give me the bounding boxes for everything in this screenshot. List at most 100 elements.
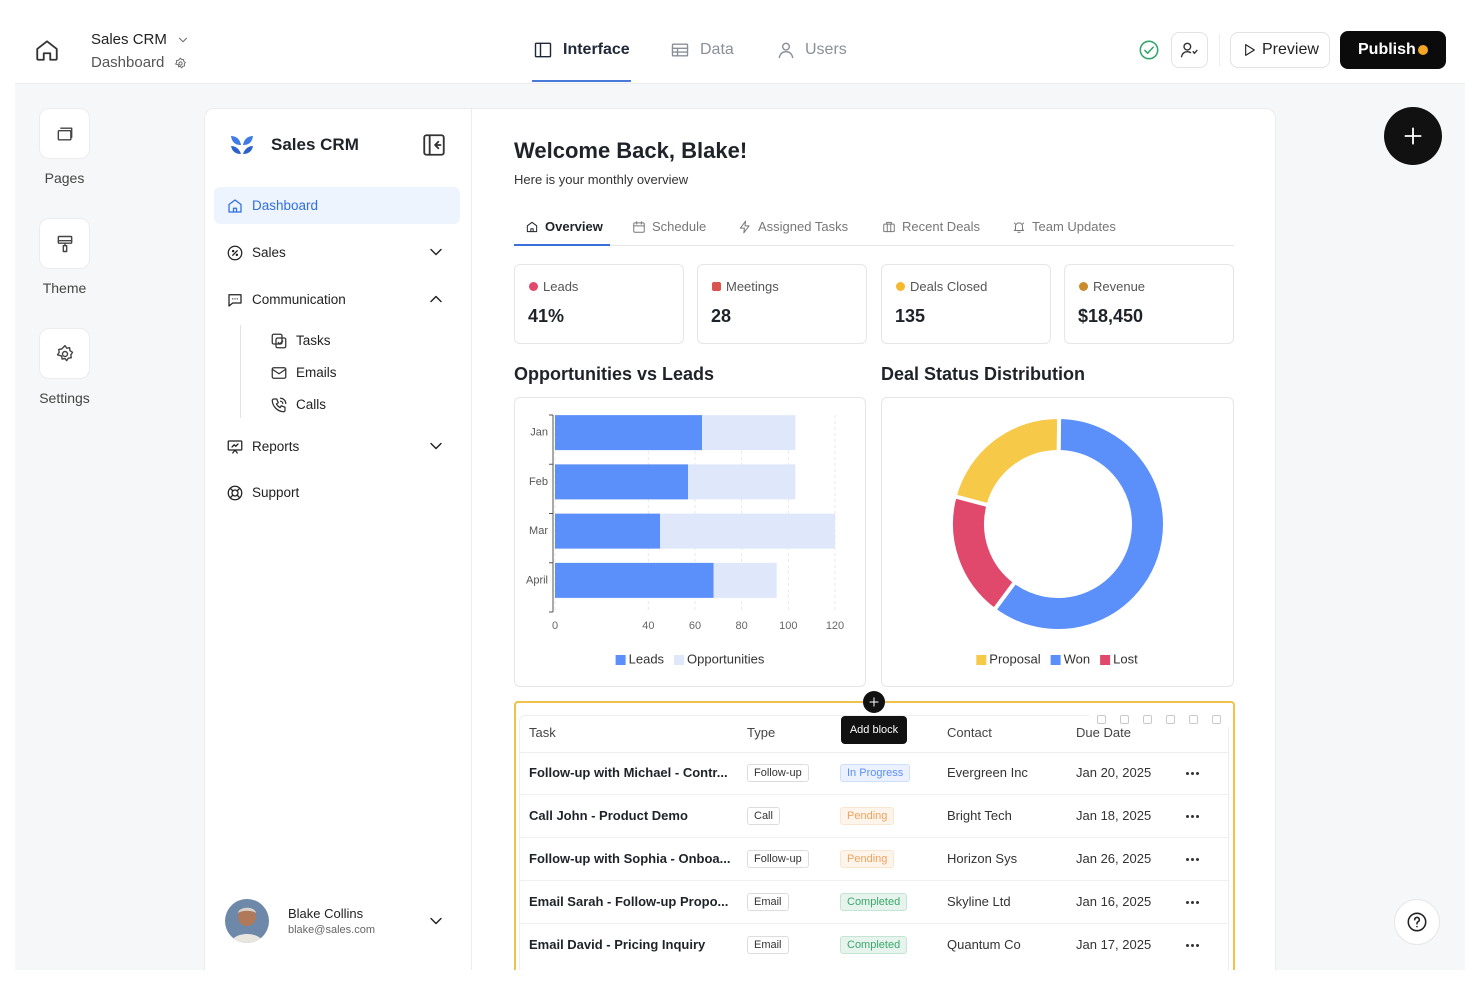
row-menu-dot[interactable]	[1191, 857, 1194, 861]
publish-button[interactable]	[1340, 31, 1446, 69]
user-button[interactable]	[1171, 32, 1208, 68]
avatar	[225, 899, 269, 943]
topbar-tab[interactable]: Users	[805, 41, 847, 58]
nav-icon	[226, 244, 244, 262]
task-name[interactable]: Email Sarah - Follow-up Propo...	[529, 894, 729, 909]
view-tab[interactable]: Overview	[545, 219, 603, 234]
add-button-icon	[1400, 123, 1426, 149]
subnav-icon	[270, 364, 288, 382]
task-name[interactable]: Call John - Product Demo	[529, 808, 688, 823]
app-name[interactable]: Sales CRM	[91, 31, 167, 48]
user-name: Blake Collins	[288, 906, 364, 921]
column-header: Task	[529, 725, 556, 740]
header-line	[520, 752, 1228, 753]
column-header: Type	[747, 725, 776, 740]
row-menu-dot[interactable]	[1191, 943, 1194, 947]
nav-item[interactable]: Communication	[252, 292, 346, 307]
subnav-icon	[270, 332, 288, 350]
stat-label: Leads	[543, 279, 579, 294]
topbar-tab[interactable]: Interface	[563, 41, 630, 58]
status-badge: Completed	[840, 936, 908, 954]
contact: Skyline Ltd	[947, 894, 1011, 909]
row-menu-dot[interactable]	[1191, 814, 1194, 818]
row-menu-dot	[1186, 857, 1189, 861]
view-tab-icon[interactable]	[738, 220, 752, 234]
toolbar-button[interactable]	[1212, 715, 1221, 724]
due-date: Jan 20, 2025	[1076, 765, 1152, 780]
user-menu[interactable]	[426, 911, 446, 931]
view-tab-icon[interactable]	[525, 220, 539, 234]
stat-label: Revenue	[1093, 279, 1146, 294]
rail-button[interactable]	[39, 108, 90, 159]
type-badge: Email	[747, 936, 789, 954]
rail-label[interactable]: Settings	[39, 390, 90, 406]
task-name[interactable]: Email David - Pricing Inquiry	[529, 937, 706, 952]
rail-icon	[55, 344, 75, 364]
view-tab-icon[interactable]	[1012, 220, 1026, 234]
nav-item[interactable]: Dashboard	[252, 198, 319, 213]
stat-value: 41%	[528, 306, 565, 326]
home-button[interactable]	[34, 37, 60, 63]
stat-card	[1064, 264, 1234, 344]
page-settings[interactable]	[174, 57, 187, 70]
nav-icon	[226, 438, 244, 456]
page-title: Welcome Back, Blake!	[514, 138, 748, 163]
toolbar-button[interactable]	[1120, 715, 1129, 724]
rail-label[interactable]: Pages	[44, 170, 85, 186]
toolbar-button[interactable]	[1143, 715, 1152, 724]
nav-chevron[interactable]	[426, 436, 446, 456]
task-name[interactable]: Follow-up with Sophia - Onboa...	[529, 851, 731, 866]
nav-item[interactable]: Reports	[252, 439, 300, 454]
subnav-item[interactable]: Emails	[296, 365, 337, 380]
row-menu-dot	[1186, 814, 1189, 818]
topbar-tab-icon[interactable]	[776, 40, 796, 60]
view-tab[interactable]: Assigned Tasks	[758, 219, 849, 234]
topbar-tab-icon[interactable]	[670, 40, 690, 60]
publish-label[interactable]: Publish	[1358, 41, 1416, 58]
stat-card	[514, 264, 684, 344]
user-button-icon	[1179, 40, 1199, 60]
row-menu-dot[interactable]	[1191, 771, 1194, 775]
row-menu-dot[interactable]	[1191, 900, 1194, 904]
topbar-tab[interactable]: Data	[700, 41, 734, 58]
sidebar-divider	[471, 108, 472, 978]
preview-button[interactable]	[1230, 32, 1330, 68]
toolbar-button[interactable]	[1166, 715, 1175, 724]
task-name[interactable]: Follow-up with Michael - Contr...	[529, 765, 728, 780]
view-tab[interactable]: Recent Deals	[902, 219, 981, 234]
nav-chevron[interactable]	[426, 289, 446, 309]
toolbar-button[interactable]	[1189, 715, 1198, 724]
nav-icon	[226, 291, 244, 309]
rail-label[interactable]: Theme	[42, 280, 87, 296]
app-chevron[interactable]	[176, 33, 190, 47]
help-icon	[1406, 911, 1428, 933]
status-badge: Pending	[840, 807, 895, 825]
topbar-tab-icon[interactable]	[533, 40, 553, 60]
view-tab[interactable]: Team Updates	[1032, 219, 1116, 234]
collapse-sidebar[interactable]	[421, 132, 447, 158]
nav-chevron[interactable]	[426, 242, 446, 262]
preview-label[interactable]: Preview	[1262, 41, 1319, 58]
chart-title: Deal Status Distribution	[881, 364, 1086, 384]
view-tab-icon[interactable]	[882, 220, 896, 234]
view-tab-icon[interactable]	[632, 220, 646, 234]
nav-item[interactable]: Support	[252, 485, 300, 500]
subnav-item[interactable]: Calls	[296, 397, 327, 412]
type-badge: Follow-up	[747, 764, 809, 782]
user-email: blake@sales.com	[288, 924, 375, 936]
view-tab[interactable]: Schedule	[652, 219, 707, 234]
stat-value: 28	[711, 306, 732, 326]
subnav-icon	[270, 396, 288, 414]
row-menu-dot	[1196, 771, 1199, 775]
row-menu-dot	[1196, 943, 1199, 947]
row-line	[520, 923, 1228, 924]
rail-button[interactable]	[39, 328, 90, 379]
nav-item[interactable]: Sales	[252, 245, 286, 260]
toolbar-button[interactable]	[1097, 715, 1106, 724]
subnav-item[interactable]: Tasks	[296, 333, 331, 348]
contact: Horizon Sys	[947, 851, 1018, 866]
brand-logo	[229, 133, 255, 157]
status-badge: Completed	[840, 893, 908, 911]
row-menu-dot	[1196, 900, 1199, 904]
